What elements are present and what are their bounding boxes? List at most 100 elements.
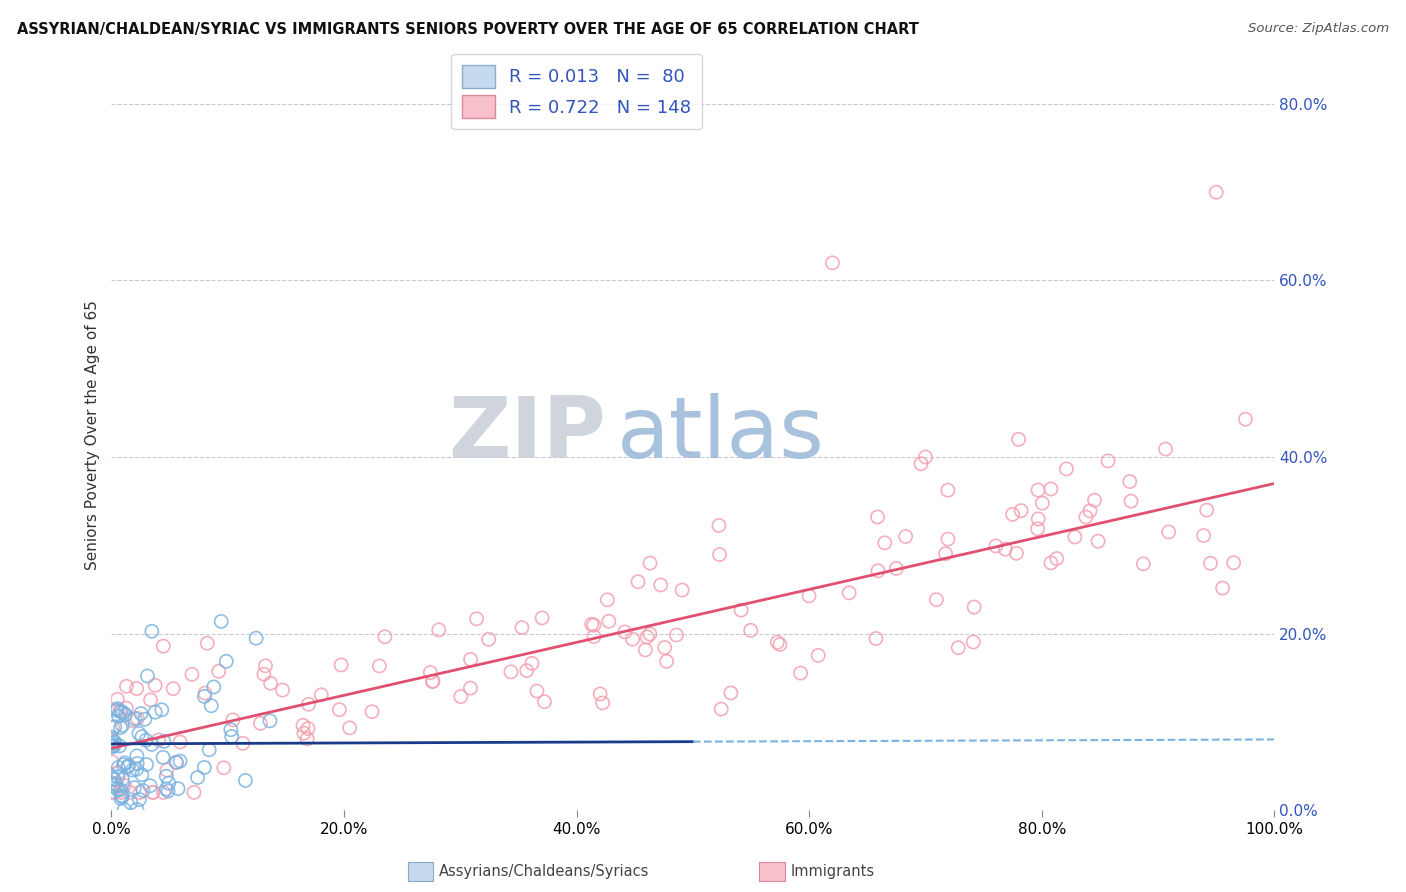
Point [655, 654, 678, 668]
Point [596, 592, 619, 607]
Point [209, 615, 232, 629]
Text: ASSYRIAN/CHALDEAN/SYRIAC VS IMMIGRANTS SENIORS POVERTY OVER THE AGE OF 65 CORREL: ASSYRIAN/CHALDEAN/SYRIAC VS IMMIGRANTS S… [17, 22, 918, 37]
Point [807, 648, 830, 663]
Point [155, 782, 177, 797]
Point [111, 706, 134, 720]
Point [219, 723, 242, 737]
Point [730, 603, 752, 617]
Point [150, 703, 173, 717]
Point [634, 643, 657, 657]
Point [460, 681, 482, 695]
Point [866, 564, 889, 578]
Point [139, 779, 162, 793]
Point [142, 785, 165, 799]
Point [100, 730, 122, 744]
Point [121, 714, 143, 728]
Point [208, 665, 231, 679]
Point [111, 772, 134, 787]
Point [167, 781, 190, 796]
Point [125, 681, 148, 696]
Point [865, 632, 887, 646]
Point [613, 625, 636, 640]
Point [253, 667, 276, 681]
Point [450, 690, 472, 704]
Point [115, 679, 138, 693]
Point [1063, 530, 1085, 544]
Point [419, 665, 441, 680]
Point [156, 763, 179, 777]
Point [143, 705, 166, 719]
Point [215, 654, 238, 668]
Point [510, 621, 533, 635]
Point [533, 695, 555, 709]
Point [132, 783, 155, 797]
Point [148, 733, 170, 747]
Point [107, 765, 129, 780]
Point [101, 785, 124, 799]
Point [128, 792, 150, 806]
Point [766, 635, 789, 649]
Point [361, 705, 384, 719]
Point [100, 732, 122, 747]
Point [112, 778, 135, 792]
Point [108, 704, 131, 718]
Text: atlas: atlas [617, 393, 825, 476]
Point [1031, 496, 1053, 510]
Point [136, 669, 159, 683]
Point [1222, 556, 1244, 570]
Point [821, 256, 844, 270]
Point [621, 632, 644, 646]
Point [1119, 475, 1142, 489]
Point [254, 658, 277, 673]
Point [120, 785, 142, 799]
Point [157, 776, 180, 790]
Point [422, 674, 444, 689]
Point [107, 770, 129, 784]
Point [994, 542, 1017, 557]
Point [124, 780, 146, 795]
Point [894, 530, 917, 544]
Point [120, 796, 142, 810]
Point [374, 630, 396, 644]
Point [1119, 494, 1142, 508]
Point [131, 730, 153, 744]
Point [531, 611, 554, 625]
Point [707, 518, 730, 533]
Point [162, 681, 184, 696]
Point [111, 789, 134, 803]
Text: Assyrians/Chaldeans/Syriacs: Assyrians/Chaldeans/Syriacs [439, 864, 650, 879]
Y-axis label: Seniors Poverty Over the Age of 65: Seniors Poverty Over the Age of 65 [86, 300, 100, 570]
Point [221, 730, 243, 744]
Point [710, 702, 733, 716]
Point [195, 636, 218, 650]
Point [127, 756, 149, 771]
Point [104, 776, 127, 790]
Point [309, 688, 332, 702]
Point [526, 684, 548, 698]
Point [107, 709, 129, 723]
Point [1087, 534, 1109, 549]
Point [117, 760, 139, 774]
Point [1078, 504, 1101, 518]
Point [232, 736, 254, 750]
Point [131, 767, 153, 781]
Point [936, 532, 959, 546]
Point [152, 734, 174, 748]
Point [125, 748, 148, 763]
Point [112, 803, 135, 817]
Point [105, 701, 128, 715]
Point [135, 733, 157, 747]
Point [117, 758, 139, 772]
Point [330, 657, 353, 672]
Point [638, 627, 661, 641]
Point [143, 678, 166, 692]
Point [1026, 512, 1049, 526]
Point [650, 578, 672, 592]
Point [1097, 454, 1119, 468]
Point [295, 731, 318, 746]
Point [789, 666, 811, 681]
Point [838, 586, 860, 600]
Point [105, 703, 128, 717]
Point [115, 701, 138, 715]
Text: ZIP: ZIP [449, 393, 606, 476]
